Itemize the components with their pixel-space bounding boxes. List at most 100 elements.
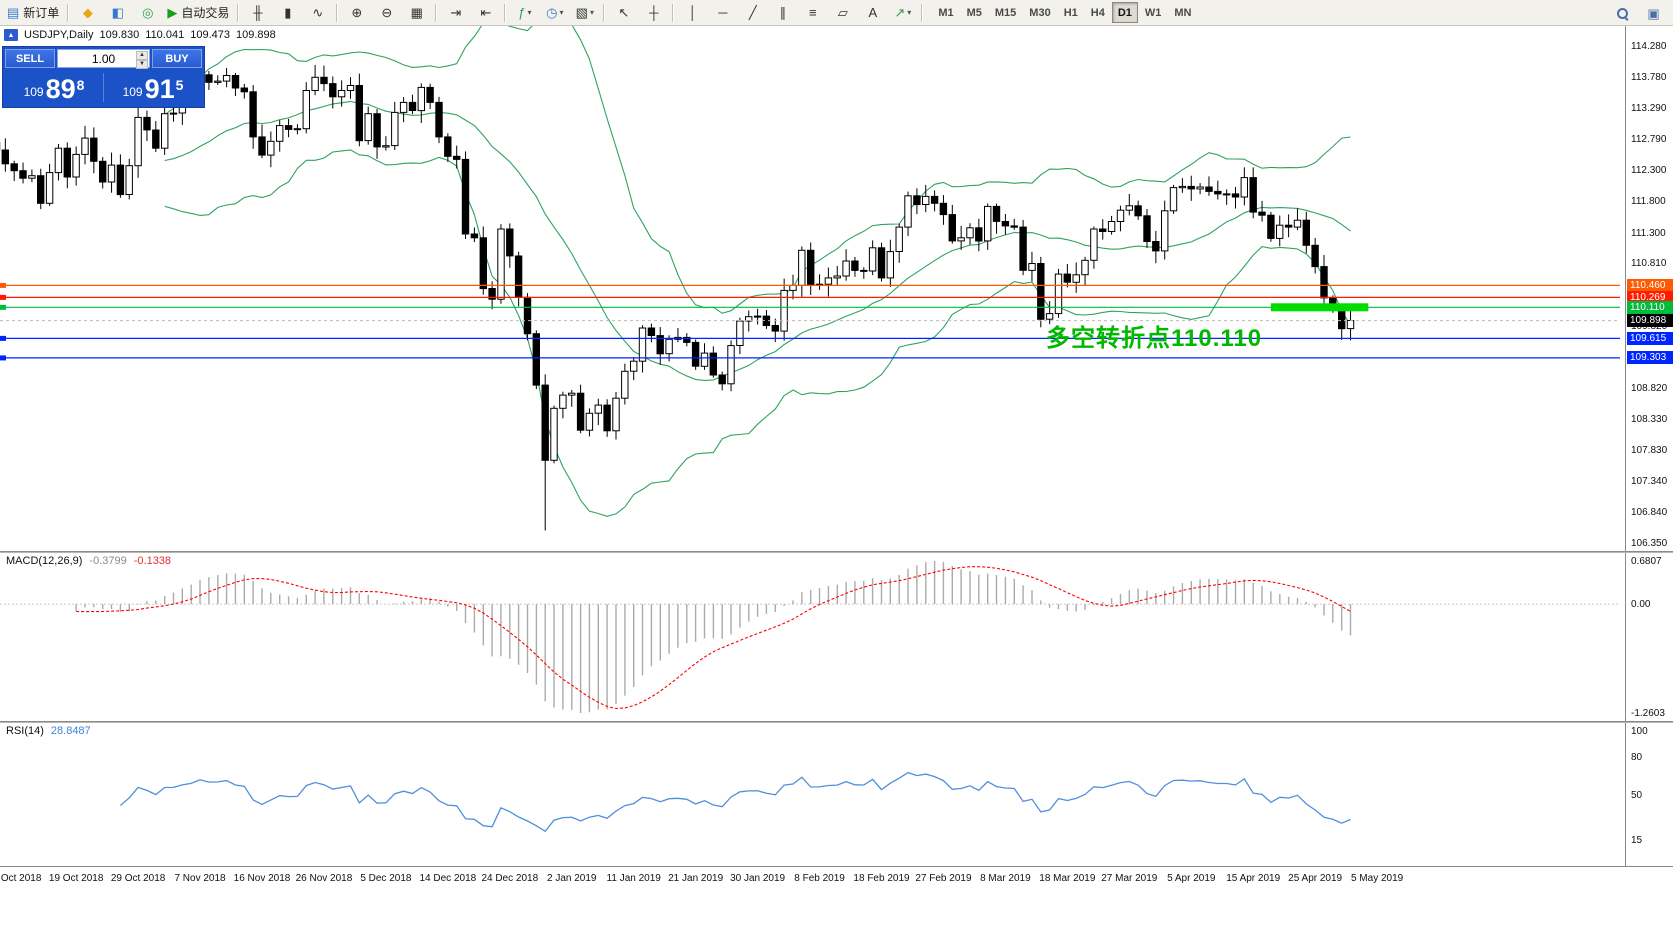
time-axis[interactable]: 10 Oct 2018 19 Oct 2018 29 Oct 2018 7 Nov 2…	[0, 866, 1673, 892]
price-scale-label: 113.780	[1631, 72, 1667, 84]
axis-date-label: 24 Dec 2018	[481, 873, 539, 884]
periods-button[interactable]: ◷ ▾	[540, 1, 569, 24]
horizontal-line-icon: ─	[718, 5, 728, 20]
panel-separator[interactable]	[0, 551, 1673, 553]
macd-panel[interactable]: MACD(12,26,9) -0.3799 -0.1338	[0, 553, 1625, 721]
text-button[interactable]: A	[858, 1, 887, 24]
rsi-scale-label: 15	[1631, 834, 1643, 846]
crosshair-icon: ┼	[649, 5, 659, 20]
crosshair-button[interactable]: ┼	[639, 1, 668, 24]
sell-price[interactable]: 109 89 8	[5, 70, 103, 105]
rsi-scale-label: 50	[1631, 790, 1643, 801]
window-icon: ▣	[1647, 6, 1660, 21]
price-chart-canvas[interactable]	[0, 26, 1625, 551]
timeframe-mn-button[interactable]: MN	[1174, 6, 1192, 19]
open-value: 109.830	[99, 29, 140, 41]
price-scale-label: 111.300	[1631, 227, 1666, 239]
autotrading-button-label: 自动交易	[181, 6, 230, 20]
fibonacci-button[interactable]: ≡	[798, 1, 827, 24]
navigator-icon: ◎	[142, 5, 154, 20]
toolbar-separator	[672, 3, 675, 22]
timeframe-m5-button[interactable]: M5	[966, 6, 982, 19]
timeframe-m1-button[interactable]: M1	[938, 6, 954, 19]
price-level-label: 109.303	[1627, 351, 1673, 365]
window-list-button[interactable]: ▣	[1639, 2, 1668, 25]
price-scale-label: 107.830	[1631, 445, 1668, 457]
price-level-label: 110.460	[1627, 278, 1673, 292]
timeframe-w1-button[interactable]: W1	[1144, 6, 1162, 19]
panel-separator[interactable]	[0, 721, 1673, 723]
cursor-button[interactable]: ↖	[609, 1, 638, 24]
sell-price-prefix: 109	[23, 85, 44, 99]
axis-date-label: 30 Jan 2019	[730, 873, 786, 884]
buy-button[interactable]: BUY	[152, 49, 202, 68]
chart-bars-button[interactable]: ╫	[243, 1, 272, 24]
chevron-down-icon: ▾	[559, 8, 564, 17]
timeframe-d1-button[interactable]: D1	[1111, 2, 1138, 23]
auto-scroll-button[interactable]: ⇥	[441, 1, 470, 24]
price-scale-label: 110.810	[1631, 258, 1667, 270]
price-scale-label: 107.340	[1631, 475, 1668, 487]
horizontal-line-button[interactable]: ─	[708, 1, 737, 24]
price-level-label: 109.898	[1627, 314, 1673, 328]
axis-date-label: 2 Jan 2019	[547, 873, 597, 884]
templates-button[interactable]: ▧ ▾	[570, 1, 599, 24]
market-watch-button[interactable]: ◆	[73, 1, 102, 24]
price-scale[interactable]: 114.280 113.780 113.290 112.790 112.300 111.8…	[1625, 26, 1673, 866]
timeframe-h1-button[interactable]: H1	[1063, 6, 1078, 19]
rsi-canvas[interactable]	[0, 723, 1625, 866]
chevron-down-icon: ▾	[589, 8, 594, 17]
axis-date-label: 15 Apr 2019	[1226, 873, 1281, 884]
buy-price-big: 91	[144, 74, 175, 104]
price-scale-label: 106.840	[1631, 507, 1668, 519]
new-order-button[interactable]: ▤ 新订单	[3, 1, 63, 24]
toolbar-separator	[237, 3, 240, 22]
sell-price-sup: 8	[76, 77, 85, 93]
macd-scale-label: 0.6807	[1631, 556, 1662, 567]
rsi-panel[interactable]: RSI(14) 28.8487	[0, 723, 1625, 866]
data-window-button[interactable]: ◧	[103, 1, 132, 24]
trendline-button[interactable]: ╱	[738, 1, 767, 24]
autotrading-button[interactable]: ▶ 自动交易	[163, 1, 233, 24]
timeframe-h4-button[interactable]: H4	[1090, 6, 1105, 19]
volume-value: 1.00	[91, 51, 116, 66]
navigator-button[interactable]: ◎	[133, 1, 162, 24]
axis-date-label: 27 Mar 2019	[1101, 873, 1158, 884]
market-watch-icon: ◆	[82, 5, 93, 20]
volume-down-button[interactable]: ▼	[136, 60, 148, 69]
price-chart-panel[interactable]: ▲ USDJPY,Daily 109.830 110.041 109.473 1…	[0, 26, 1625, 551]
axis-date-label: 29 Oct 2018	[110, 873, 166, 884]
chart-shift-button[interactable]: ⇤	[471, 1, 500, 24]
periods-icon: ◷	[546, 5, 558, 20]
buy-price[interactable]: 109 91 5	[104, 70, 202, 105]
zoom-out-icon: ⊖	[381, 5, 393, 20]
macd-canvas[interactable]	[0, 553, 1625, 721]
zoom-in-button[interactable]: ⊕	[342, 1, 371, 24]
volume-stepper: ▲ ▼	[136, 51, 148, 69]
price-scale-label: 108.820	[1631, 383, 1668, 395]
timeframe-m30-button[interactable]: M30	[1029, 6, 1051, 19]
macd-title: MACD(12,26,9)	[6, 555, 83, 567]
indicators-button[interactable]: ƒ ▾	[510, 1, 539, 24]
one-click-collapse-button[interactable]: ▲	[4, 29, 18, 41]
price-scale-label: 114.280	[1631, 41, 1667, 52]
volume-up-button[interactable]: ▲	[136, 51, 148, 60]
sell-button[interactable]: SELL	[5, 49, 55, 68]
chart-line-button[interactable]: ∿	[303, 1, 332, 24]
rsi-header: RSI(14) 28.8487	[6, 725, 91, 737]
axis-date-label: 5 May 2019	[1350, 873, 1404, 884]
search-button[interactable]	[1608, 2, 1637, 25]
axis-date-label: 8 Mar 2019	[980, 873, 1031, 884]
channel-button[interactable]: ∥	[768, 1, 797, 24]
volume-field[interactable]: 1.00 ▲ ▼	[57, 49, 150, 69]
tile-windows-button[interactable]: ▦	[402, 1, 431, 24]
vertical-line-button[interactable]: │	[678, 1, 707, 24]
timeframe-m15-button[interactable]: M15	[994, 6, 1017, 19]
shapes-button[interactable]: ▱	[828, 1, 857, 24]
macd-header: MACD(12,26,9) -0.3799 -0.1338	[6, 555, 171, 567]
axis-date-label: 18 Mar 2019	[1039, 873, 1096, 884]
chart-candles-button[interactable]: ▮	[273, 1, 302, 24]
zoom-out-button[interactable]: ⊖	[372, 1, 401, 24]
chart-candles-icon: ▮	[284, 5, 292, 20]
arrows-button[interactable]: ↗ ▾	[888, 1, 917, 24]
